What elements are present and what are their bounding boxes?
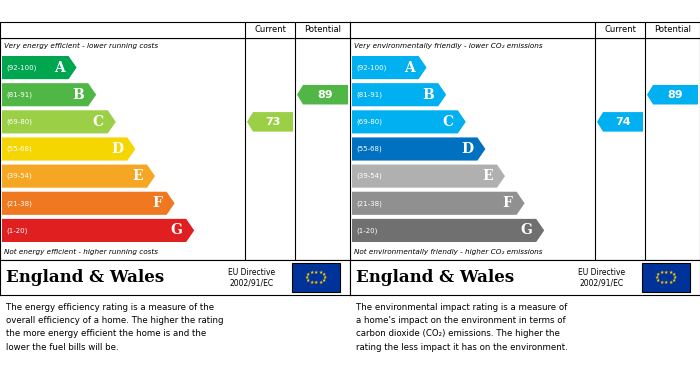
Polygon shape <box>2 219 194 242</box>
Text: D: D <box>111 142 123 156</box>
Text: (1-20): (1-20) <box>356 227 377 234</box>
Text: (55-68): (55-68) <box>356 146 382 152</box>
Text: G: G <box>520 223 532 237</box>
Text: ★: ★ <box>654 275 659 280</box>
Text: (69-80): (69-80) <box>6 118 32 125</box>
Text: ★: ★ <box>318 280 323 285</box>
Text: Current: Current <box>604 25 636 34</box>
Polygon shape <box>297 85 348 104</box>
Text: D: D <box>461 142 473 156</box>
Text: ★: ★ <box>309 270 314 275</box>
Bar <box>642 263 690 292</box>
Text: EU Directive
2002/91/EC: EU Directive 2002/91/EC <box>578 268 625 287</box>
Text: ★: ★ <box>321 272 326 277</box>
Text: 89: 89 <box>318 90 333 100</box>
Text: G: G <box>170 223 182 237</box>
Polygon shape <box>597 112 643 132</box>
Text: (81-91): (81-91) <box>356 91 382 98</box>
Text: B: B <box>73 88 84 102</box>
Text: The environmental impact rating is a measure of
a home's impact on the environme: The environmental impact rating is a mea… <box>356 303 568 352</box>
Text: Not environmentally friendly - higher CO₂ emissions: Not environmentally friendly - higher CO… <box>354 249 542 255</box>
Text: E: E <box>132 169 143 183</box>
Text: Not energy efficient - higher running costs: Not energy efficient - higher running co… <box>4 249 158 255</box>
Text: (21-38): (21-38) <box>356 200 382 206</box>
Text: A: A <box>54 61 64 75</box>
Text: England & Wales: England & Wales <box>356 269 514 286</box>
Polygon shape <box>352 165 505 188</box>
Text: ★: ★ <box>656 272 660 277</box>
Text: (69-80): (69-80) <box>356 118 382 125</box>
Polygon shape <box>2 56 76 79</box>
Text: ★: ★ <box>671 278 676 283</box>
Text: B: B <box>423 88 434 102</box>
Text: (92-100): (92-100) <box>6 65 36 71</box>
Text: (1-20): (1-20) <box>6 227 27 234</box>
Text: (55-68): (55-68) <box>6 146 32 152</box>
Text: F: F <box>153 196 162 210</box>
Text: EU Directive
2002/91/EC: EU Directive 2002/91/EC <box>228 268 275 287</box>
Text: ★: ★ <box>309 280 314 285</box>
Text: A: A <box>404 61 414 75</box>
Text: ★: ★ <box>321 278 326 283</box>
Polygon shape <box>647 85 698 104</box>
Polygon shape <box>2 83 96 106</box>
Bar <box>292 263 340 292</box>
Text: Potential: Potential <box>654 25 691 34</box>
Text: Environmental Impact (CO₂) Rating: Environmental Impact (CO₂) Rating <box>356 5 589 18</box>
Text: ★: ★ <box>314 270 318 274</box>
Text: Current: Current <box>254 25 286 34</box>
Text: Very energy efficient - lower running costs: Very energy efficient - lower running co… <box>4 43 158 49</box>
Text: ★: ★ <box>306 272 310 277</box>
Polygon shape <box>2 165 155 188</box>
Polygon shape <box>2 137 135 161</box>
Text: (39-54): (39-54) <box>356 173 382 179</box>
Text: ★: ★ <box>306 278 310 283</box>
Text: 89: 89 <box>668 90 683 100</box>
Polygon shape <box>2 192 174 215</box>
Text: ★: ★ <box>656 278 660 283</box>
Polygon shape <box>352 110 466 133</box>
Text: F: F <box>503 196 512 210</box>
Text: 74: 74 <box>615 117 631 127</box>
Text: Potential: Potential <box>304 25 341 34</box>
Text: Energy Efficiency Rating: Energy Efficiency Rating <box>6 5 169 18</box>
Text: E: E <box>482 169 493 183</box>
Text: ★: ★ <box>323 275 327 280</box>
Text: (39-54): (39-54) <box>6 173 32 179</box>
Polygon shape <box>352 192 524 215</box>
Text: ★: ★ <box>659 280 664 285</box>
Text: C: C <box>92 115 104 129</box>
Polygon shape <box>352 83 446 106</box>
Text: ★: ★ <box>318 270 323 275</box>
Text: ★: ★ <box>673 275 677 280</box>
Text: ★: ★ <box>664 270 668 274</box>
Text: 73: 73 <box>265 117 281 127</box>
Text: ★: ★ <box>668 270 673 275</box>
Polygon shape <box>247 112 293 132</box>
Polygon shape <box>352 56 426 79</box>
Text: (92-100): (92-100) <box>356 65 386 71</box>
Text: ★: ★ <box>314 280 318 285</box>
Text: England & Wales: England & Wales <box>6 269 164 286</box>
Polygon shape <box>2 110 116 133</box>
Text: ★: ★ <box>668 280 673 285</box>
Text: ★: ★ <box>671 272 676 277</box>
Text: Very environmentally friendly - lower CO₂ emissions: Very environmentally friendly - lower CO… <box>354 43 542 49</box>
Polygon shape <box>352 219 544 242</box>
Text: C: C <box>442 115 454 129</box>
Text: ★: ★ <box>304 275 309 280</box>
Polygon shape <box>352 137 485 161</box>
Text: (81-91): (81-91) <box>6 91 32 98</box>
Text: ★: ★ <box>664 280 668 285</box>
Text: (21-38): (21-38) <box>6 200 32 206</box>
Text: The energy efficiency rating is a measure of the
overall efficiency of a home. T: The energy efficiency rating is a measur… <box>6 303 223 352</box>
Text: ★: ★ <box>659 270 664 275</box>
